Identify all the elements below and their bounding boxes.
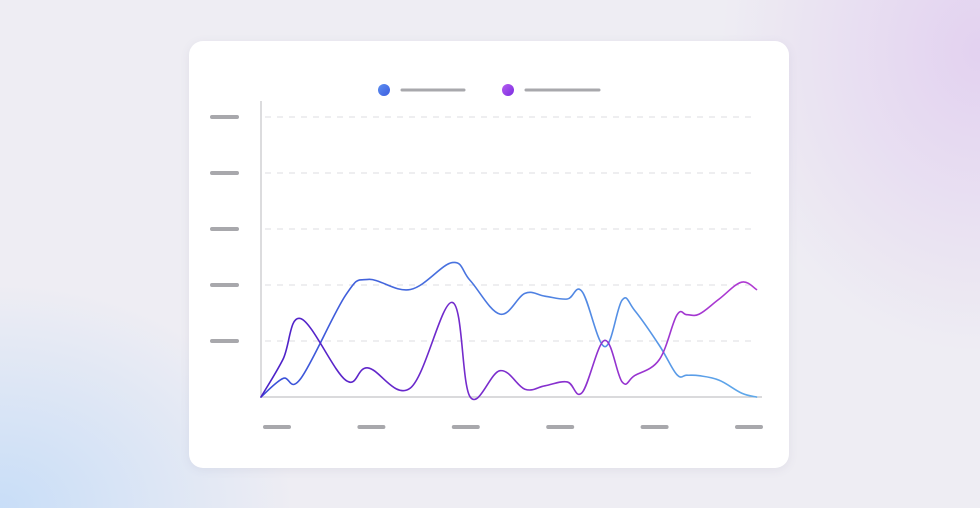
line-chart xyxy=(210,84,763,429)
gridlines xyxy=(265,116,751,342)
legend-item-series-a[interactable] xyxy=(378,84,466,96)
chart-card xyxy=(189,41,789,468)
legend xyxy=(378,84,601,96)
y-axis-ticks xyxy=(210,115,239,343)
legend-dot-series-a xyxy=(378,84,390,96)
series-a-line xyxy=(260,261,758,398)
legend-dot-series-b xyxy=(502,84,514,96)
series-b-line xyxy=(260,281,758,401)
legend-item-series-b[interactable] xyxy=(502,84,601,96)
series-layer xyxy=(260,261,758,401)
